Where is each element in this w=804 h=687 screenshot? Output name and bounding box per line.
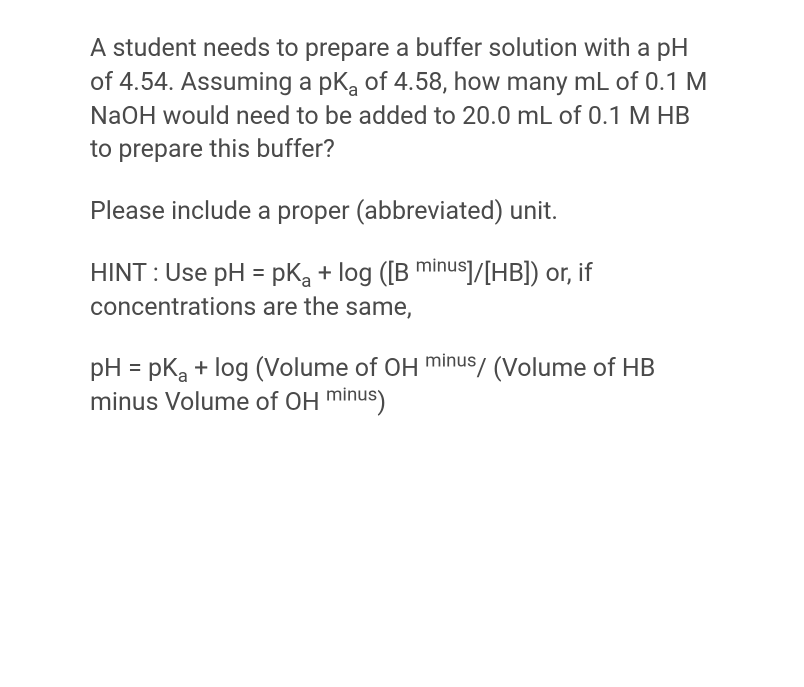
superscript-minus: minus	[425, 350, 476, 372]
question-text: A student needs to prepare a buffer solu…	[0, 0, 804, 480]
text: HINT : Use pH = pK	[90, 259, 301, 288]
superscript-minus: minus	[326, 384, 377, 406]
subscript-a: a	[301, 270, 311, 292]
text: + log ([B	[312, 259, 416, 288]
text: + log (Volume of OH	[188, 354, 425, 383]
subscript-a: a	[348, 79, 358, 101]
text: pH = pK	[90, 354, 178, 383]
paragraph-4-formula: pH = pKa + log (Volume of OH minus/ (Vol…	[90, 352, 714, 420]
subscript-a: a	[178, 365, 188, 387]
paragraph-3-hint: HINT : Use pH = pKa + log ([B minus]/[HB…	[90, 257, 714, 325]
text: Please include a proper (abbreviated) un…	[90, 197, 558, 226]
text: )	[377, 388, 386, 417]
paragraph-2: Please include a proper (abbreviated) un…	[90, 195, 714, 229]
paragraph-1: A student needs to prepare a buffer solu…	[90, 32, 714, 167]
superscript-minus: minus	[416, 254, 467, 276]
